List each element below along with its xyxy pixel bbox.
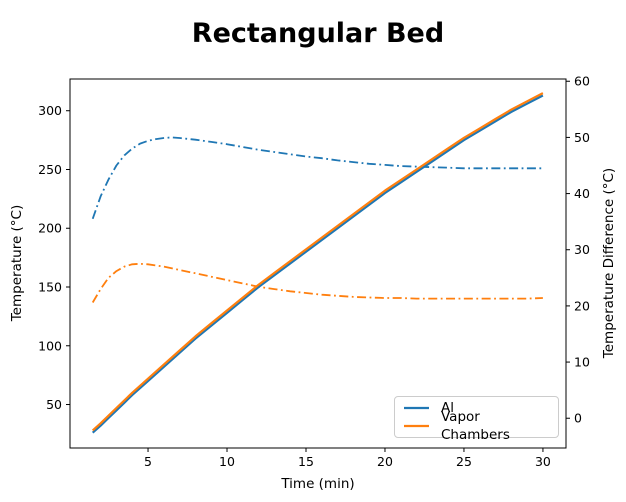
legend: Al Vapor Chambers — [394, 396, 559, 443]
series-al-temperature-difference — [91, 136, 543, 220]
y-right-tick-label: 30 — [574, 242, 590, 257]
legend-label-vapor-chambers: Vapor Chambers — [441, 409, 510, 443]
x-tick-label: 5 — [144, 454, 152, 469]
x-tick-label: 15 — [298, 454, 314, 469]
x-tick-label: 10 — [219, 454, 235, 469]
legend-label-al: Al — [441, 400, 454, 416]
series-al — [91, 94, 544, 434]
x-tick-label: 20 — [377, 454, 393, 469]
y-right-tick-label: 20 — [574, 298, 590, 313]
x-axis-label: Time (min) — [281, 476, 355, 492]
y-right-tick-label: 0 — [574, 411, 582, 426]
y-left-tick-label: 300 — [38, 103, 62, 118]
y-right-tick-label: 50 — [574, 130, 590, 145]
x-tick-label: 25 — [456, 454, 472, 469]
series-vapor-chambers — [91, 92, 544, 432]
y-right-tick-label: 40 — [574, 186, 590, 201]
y-left-tick-label: 100 — [38, 338, 62, 353]
legend-line-vapor-chambers — [404, 424, 429, 428]
y-left-tick-label: 150 — [38, 280, 62, 295]
legend-entry-vapor-chambers: Vapor Chambers — [403, 409, 550, 443]
y-left-tick-label: 250 — [38, 162, 62, 177]
legend-entry-al: Al — [403, 399, 550, 417]
y-left-tick-label: 50 — [46, 397, 62, 412]
y-right-tick-label: 60 — [574, 74, 590, 89]
legend-line-al — [404, 406, 429, 410]
axes-frame — [69, 78, 567, 449]
chart-title: Rectangular Bed — [191, 18, 445, 49]
x-tick-label: 30 — [535, 454, 551, 469]
series-vapor-chambers-temperature-difference — [91, 262, 543, 303]
y-right-tick-label: 10 — [574, 355, 590, 370]
y-left-tick-label: 200 — [38, 221, 62, 236]
